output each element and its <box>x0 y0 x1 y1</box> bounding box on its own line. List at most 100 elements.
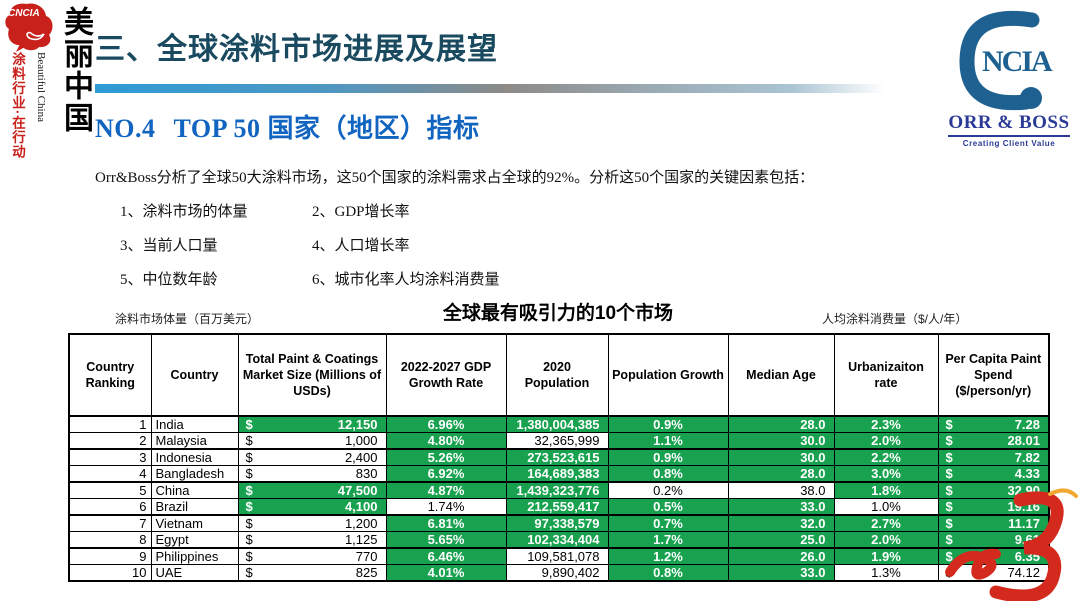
currency-symbol: $ <box>945 549 953 564</box>
currency-symbol: $ <box>245 532 253 547</box>
cell-median-age: 38.0 <box>727 481 835 499</box>
cell-urbanization-rate: 1.8% <box>833 481 939 499</box>
cell-market-size: $2,400 <box>237 448 387 466</box>
section-heading: NO.4 TOP 50 国家（地区）指标 <box>95 108 480 145</box>
cell-per-capita-spend: $9.61 <box>937 531 1050 549</box>
cell-population: 109,581,078 <box>505 547 609 565</box>
cell-per-capita-spend: $28.01 <box>937 432 1050 450</box>
cell-median-age: 28.0 <box>727 465 835 483</box>
cell-country: Indonesia <box>150 448 239 466</box>
orr-boss-logo: ORR & BOSS Creating Client Value <box>938 112 1080 148</box>
currency-symbol: $ <box>245 417 253 432</box>
currency-symbol: $ <box>945 433 953 448</box>
table-row: 3 Indonesia $2,400 5.26% 273,523,615 0.9… <box>68 448 1050 466</box>
col-header-population-growth: Population Growth <box>607 333 729 417</box>
currency-symbol: $ <box>945 483 953 498</box>
cell-median-age: 30.0 <box>727 432 835 450</box>
table-row: 5 China $47,500 4.87% 1,439,323,776 0.2%… <box>68 481 1050 499</box>
currency-symbol: $ <box>245 499 253 514</box>
cell-country: Vietnam <box>150 514 239 532</box>
table-body: 1 India $12,150 6.96% 1,380,004,385 0.9%… <box>68 415 1050 582</box>
currency-symbol: $ <box>245 433 253 448</box>
cell-population-growth: 0.9% <box>607 448 729 466</box>
ncia-logo-icon: NCIA <box>959 10 1055 111</box>
cell-ranking: 6 <box>68 498 152 516</box>
cell-population: 9,890,402 <box>505 564 609 582</box>
cell-country: India <box>150 415 239 433</box>
cell-population-growth: 0.7% <box>607 514 729 532</box>
cell-per-capita-spend: $19.16 <box>937 498 1050 516</box>
col-header-market-size: Total Paint & Coatings Market Size (Mill… <box>237 333 387 417</box>
cell-gdp-growth: 5.26% <box>385 448 507 466</box>
cell-population-growth: 1.1% <box>607 432 729 450</box>
cell-country: Egypt <box>150 531 239 549</box>
currency-symbol: $ <box>245 549 253 564</box>
cell-population-growth: 1.7% <box>607 531 729 549</box>
factor-item: 3、当前人口量 <box>120 238 218 254</box>
title-divider <box>95 84 885 93</box>
currency-symbol: $ <box>245 466 253 481</box>
cell-market-size: $830 <box>237 465 387 483</box>
table-row: 9 Philippines $770 6.46% 109,581,078 1.2… <box>68 547 1050 565</box>
cell-median-age: 32.0 <box>727 514 835 532</box>
cell-population-growth: 0.2% <box>607 481 729 499</box>
cell-urbanization-rate: 2.7% <box>833 514 939 532</box>
ncia-logo-label: NCIA <box>982 45 1053 78</box>
cell-urbanization-rate: 1.0% <box>833 498 939 516</box>
currency-symbol: $ <box>245 516 253 531</box>
slogan-beautiful-china-en: Beautiful China <box>35 52 47 122</box>
cell-urbanization-rate: 3.0% <box>833 465 939 483</box>
currency-symbol: $ <box>245 450 253 465</box>
cell-urbanization-rate: 2.0% <box>833 432 939 450</box>
currency-symbol: $ <box>945 417 953 432</box>
cell-median-age: 33.0 <box>727 564 835 582</box>
cell-per-capita-spend: $11.17 <box>937 514 1050 532</box>
table-row: 4 Bangladesh $830 6.92% 164,689,383 0.8%… <box>68 465 1050 483</box>
cell-gdp-growth: 5.65% <box>385 531 507 549</box>
cell-population: 273,523,615 <box>505 448 609 466</box>
cell-market-size: $47,500 <box>237 481 387 499</box>
cell-urbanization-rate: 2.3% <box>833 415 939 433</box>
cell-ranking: 2 <box>68 432 152 450</box>
cell-population: 1,380,004,385 <box>505 415 609 433</box>
cell-ranking: 8 <box>68 531 152 549</box>
col-header-median-age: Median Age <box>727 333 835 417</box>
page-title: 三、全球涂料市场进展及展望 <box>95 33 498 66</box>
cell-gdp-growth: 4.01% <box>385 564 507 582</box>
cell-per-capita-spend: $6.35 <box>937 547 1050 565</box>
col-header-per-capita-spend: Per Capita Paint Spend ($/person/yr) <box>937 333 1050 417</box>
cell-population-growth: 0.8% <box>607 465 729 483</box>
cell-population: 164,689,383 <box>505 465 609 483</box>
cell-gdp-growth: 6.96% <box>385 415 507 433</box>
cell-population: 212,559,417 <box>505 498 609 516</box>
currency-symbol: $ <box>945 532 953 547</box>
orr-boss-name: ORR & BOSS <box>948 112 1070 137</box>
currency-symbol: $ <box>245 565 253 580</box>
cell-population: 1,439,323,776 <box>505 481 609 499</box>
cell-market-size: $770 <box>237 547 387 565</box>
factor-item: 6、城市化率人均涂料消费量 <box>312 272 500 288</box>
table-row: 2 Malaysia $1,000 4.80% 32,365,999 1.1% … <box>68 432 1050 450</box>
cell-country: China <box>150 481 239 499</box>
table-row: 8 Egypt $1,125 5.65% 102,334,404 1.7% 25… <box>68 531 1050 549</box>
cell-urbanization-rate: 1.3% <box>833 564 939 582</box>
cell-gdp-growth: 6.92% <box>385 465 507 483</box>
cell-gdp-growth: 6.46% <box>385 547 507 565</box>
slogan-industry-action: 涂料行业·在行动 <box>10 52 25 159</box>
cell-per-capita-spend: $7.28 <box>937 415 1050 433</box>
col-header-country-ranking: Country Ranking <box>68 333 152 417</box>
cell-gdp-growth: 4.80% <box>385 432 507 450</box>
cell-ranking: 4 <box>68 465 152 483</box>
cell-market-size: $1,125 <box>237 531 387 549</box>
cell-median-age: 30.0 <box>727 448 835 466</box>
cell-market-size: $12,150 <box>237 415 387 433</box>
cell-median-age: 33.0 <box>727 498 835 516</box>
cell-country: Malaysia <box>150 432 239 450</box>
cell-market-size: $1,200 <box>237 514 387 532</box>
currency-symbol: $ <box>945 466 953 481</box>
cell-gdp-growth: 6.81% <box>385 514 507 532</box>
per-capita-unit-note: 人均涂料消费量（$/人/年） <box>822 312 968 326</box>
cncia-seal-icon: CNCIA <box>5 3 53 52</box>
cell-population-growth: 0.8% <box>607 564 729 582</box>
